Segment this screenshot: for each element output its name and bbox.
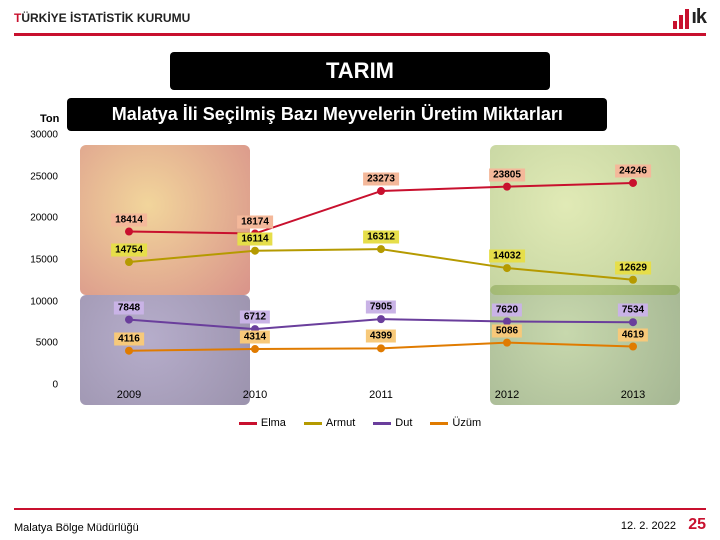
series-marker: [377, 245, 385, 253]
data-label: 16114: [237, 232, 272, 245]
series-marker: [125, 258, 133, 266]
data-label: 14032: [489, 250, 525, 263]
y-tick: 0: [52, 380, 58, 391]
y-axis: 050001000015000200002500030000: [20, 135, 62, 385]
data-label: 4619: [618, 328, 648, 341]
legend-item: Dut: [373, 417, 412, 429]
subtitle-banner: Malatya İli Seçilmiş Bazı Meyvelerin Üre…: [67, 98, 607, 131]
series-marker: [503, 183, 511, 191]
legend: Elma Armut Dut Üzüm: [0, 417, 720, 429]
data-label: 4314: [240, 331, 270, 344]
data-label: 24246: [615, 164, 651, 177]
y-tick: 5000: [36, 338, 58, 349]
series-marker: [251, 345, 259, 353]
footer: Malatya Bölge Müdürlüğü 12. 2. 2022 25: [14, 516, 706, 534]
series-marker: [629, 276, 637, 284]
data-label: 14754: [111, 244, 147, 257]
series-marker: [503, 339, 511, 347]
data-label: 7620: [492, 303, 522, 316]
series-marker: [377, 315, 385, 323]
legend-swatch: [304, 422, 322, 425]
data-label: 7905: [366, 301, 396, 314]
series-marker: [629, 343, 637, 351]
series-marker: [629, 318, 637, 326]
legend-label: Elma: [261, 417, 286, 429]
legend-swatch: [239, 422, 257, 425]
data-label: 4399: [366, 330, 396, 343]
footer-page: 25: [688, 516, 706, 533]
y-tick: 10000: [30, 296, 58, 307]
logo-bar: [679, 15, 683, 29]
x-label: 2011: [318, 389, 444, 405]
data-label: 18174: [237, 215, 273, 228]
series-marker: [251, 247, 259, 255]
series-marker: [377, 187, 385, 195]
header: TÜRKİYE İSTATİSTİK KURUMU ık: [0, 0, 720, 31]
series-marker: [377, 344, 385, 352]
data-label: 7534: [618, 304, 648, 317]
org-name: TÜRKİYE İSTATİSTİK KURUMU: [14, 11, 190, 25]
data-label: 16312: [363, 231, 399, 244]
legend-item: Üzüm: [430, 417, 481, 429]
footer-left: Malatya Bölge Müdürlüğü: [14, 522, 139, 534]
series-line: [129, 249, 633, 280]
legend-swatch: [373, 422, 391, 425]
header-divider: [14, 33, 706, 36]
subtitle-wrap: Ton Malatya İli Seçilmiş Bazı Meyvelerin…: [0, 98, 720, 131]
series-marker: [125, 347, 133, 355]
plot-area: 18414 18174 23273 23805 24246 14754 16114 16312…: [66, 135, 696, 385]
legend-item: Armut: [304, 417, 355, 429]
data-label: 7848: [114, 301, 144, 314]
series-marker: [629, 179, 637, 187]
logo-bar: [685, 9, 689, 29]
footer-divider: [14, 508, 706, 510]
data-label: 4116: [114, 332, 144, 345]
series-marker: [125, 316, 133, 324]
y-tick: 20000: [30, 213, 58, 224]
data-label: 5086: [492, 324, 522, 337]
logo-bar: [673, 21, 677, 29]
legend-swatch: [430, 422, 448, 425]
legend-item: Elma: [239, 417, 286, 429]
x-label: 2012: [444, 389, 570, 405]
series-marker: [125, 228, 133, 236]
chart: 050001000015000200002500030000 184141817…: [20, 135, 700, 415]
data-label: 23273: [363, 173, 399, 186]
y-axis-label: Ton: [40, 113, 59, 131]
logo-text: ık: [691, 6, 706, 29]
legend-label: Üzüm: [452, 417, 481, 429]
org-rest: ÜRKİYE İSTATİSTİK KURUMU: [21, 11, 190, 25]
legend-label: Armut: [326, 417, 355, 429]
data-label: 18414: [111, 213, 147, 226]
y-tick: 15000: [30, 255, 58, 266]
title-banner: TARIM: [170, 52, 550, 90]
legend-label: Dut: [395, 417, 412, 429]
data-label: 12629: [615, 261, 651, 274]
x-label: 2010: [192, 389, 318, 405]
footer-date: 12. 2. 2022: [621, 520, 676, 532]
x-label: 2013: [570, 389, 696, 405]
series-marker: [503, 264, 511, 272]
logo-bars: [673, 9, 689, 29]
y-tick: 30000: [30, 130, 58, 141]
data-label: 6712: [240, 311, 270, 324]
x-label: 2009: [66, 389, 192, 405]
data-label: 23805: [489, 168, 525, 181]
y-tick: 25000: [30, 171, 58, 182]
logo: ık: [673, 6, 706, 29]
x-axis: 20092010201120122013: [66, 389, 696, 405]
